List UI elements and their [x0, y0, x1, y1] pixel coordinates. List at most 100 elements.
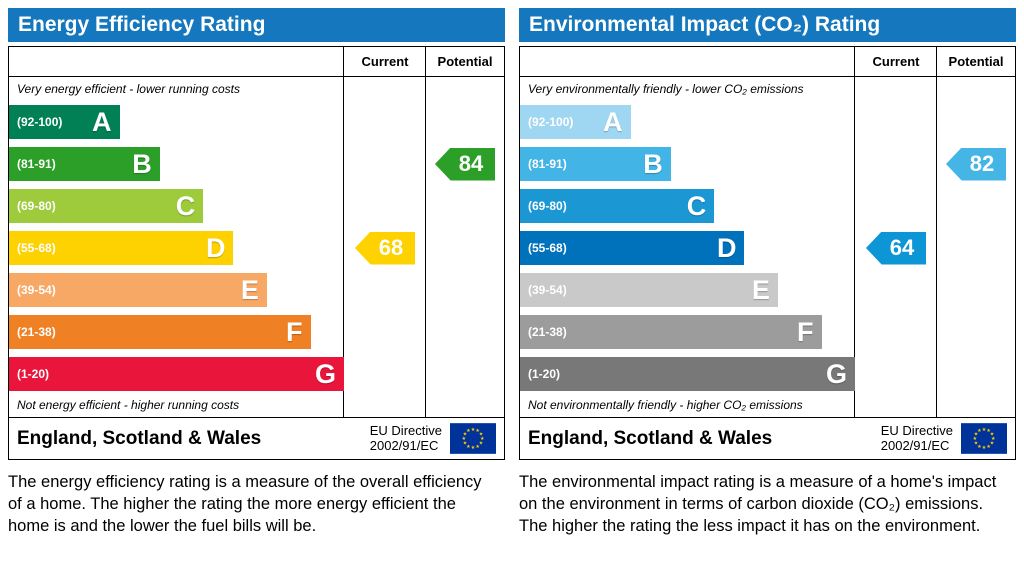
band-bar-e: (39-54) E [520, 273, 778, 307]
band-bar-d: (55-68) D [520, 231, 745, 265]
band-row: (55-68) D [9, 227, 344, 269]
band-bar-e: (39-54) E [9, 273, 267, 307]
band-letter: D [205, 232, 226, 263]
chart-body: Very environmentally friendly - lower CO… [520, 77, 1015, 417]
chart-footer: England, Scotland & Wales EU Directive 2… [519, 418, 1016, 460]
band-bar-g: (1-20) G [9, 357, 344, 391]
svg-text:★: ★ [977, 444, 982, 450]
band-letter: F [797, 316, 814, 347]
svg-text:★: ★ [977, 428, 982, 434]
band-letter: E [751, 274, 770, 305]
current-column-header: Current [361, 54, 409, 69]
energy-efficiency-panel: Energy Efficiency Rating Current Potenti… [8, 8, 505, 537]
svg-text:★: ★ [982, 427, 987, 433]
eu-flag-icon: ★ ★★ ★★★ ★★★ ★★★ [961, 423, 1007, 454]
svg-text:★: ★ [479, 431, 484, 437]
chart-header-row: Current Potential [9, 47, 504, 77]
current-value: 68 [378, 235, 404, 260]
band-row: (92-100) A [9, 101, 344, 143]
band-bar-f: (21-38) F [9, 315, 311, 349]
bottom-note: Not environmentally friendly - higher CO… [528, 398, 803, 412]
current-value: 64 [889, 235, 915, 260]
band-bar-c: (69-80) C [520, 189, 715, 223]
band-letter: B [132, 148, 152, 179]
eu-directive-label: EU Directive 2002/91/EC [369, 422, 442, 453]
column-divider [343, 47, 344, 417]
region-label: England, Scotland & Wales [17, 427, 262, 449]
band-letter: D [716, 232, 737, 263]
svg-text:★: ★ [475, 444, 480, 450]
current-arrow: 64 [866, 231, 926, 265]
svg-text:★: ★ [471, 445, 476, 451]
environmental-rating-chart: Current Potential Very environmentally f… [519, 46, 1016, 418]
current-rating-marker: 68 [344, 227, 426, 269]
band-row: (39-54) E [9, 269, 344, 311]
band-bar-d: (55-68) D [9, 231, 234, 265]
column-divider [854, 47, 855, 417]
svg-text:★: ★ [479, 441, 484, 447]
band-row: (1-20) G [9, 353, 344, 395]
top-note: Very energy efficient - lower running co… [17, 82, 240, 96]
band-row: (21-38) F [520, 311, 855, 353]
svg-text:★: ★ [982, 445, 987, 451]
svg-text:★: ★ [475, 428, 480, 434]
band-range: (55-68) [17, 241, 56, 255]
svg-text:★: ★ [974, 431, 979, 437]
band-row: (81-91) B [9, 143, 344, 185]
band-range: (1-20) [528, 367, 561, 381]
potential-rating-marker: 82 [937, 143, 1015, 185]
band-range: (81-91) [528, 157, 567, 171]
band-row: (55-68) D [520, 227, 855, 269]
band-letter: G [825, 358, 847, 389]
band-range: (39-54) [528, 283, 567, 297]
band-bar-f: (21-38) F [520, 315, 822, 349]
band-letter: C [175, 190, 196, 221]
svg-text:★: ★ [463, 431, 468, 437]
potential-column-header: Potential [437, 54, 493, 69]
band-row: (39-54) E [520, 269, 855, 311]
svg-text:★: ★ [462, 436, 467, 442]
svg-text:★: ★ [973, 436, 978, 442]
band-bar-c: (69-80) C [9, 189, 204, 223]
band-bar-b: (81-91) B [520, 147, 671, 181]
band-letter: G [314, 358, 336, 389]
band-row: (69-80) C [520, 185, 855, 227]
svg-text:★: ★ [471, 427, 476, 433]
chart-body: Very energy efficient - lower running co… [9, 77, 504, 417]
band-row: (21-38) F [9, 311, 344, 353]
energy-rating-title: Energy Efficiency Rating [8, 8, 505, 42]
band-range: (1-20) [17, 367, 50, 381]
svg-text:★: ★ [480, 436, 485, 442]
band-range: (92-100) [17, 115, 63, 129]
energy-rating-chart: Current Potential Very energy efficient … [8, 46, 505, 418]
top-note: Very environmentally friendly - lower CO… [528, 82, 804, 96]
band-range: (69-80) [528, 199, 567, 213]
eu-directive-label: EU Directive 2002/91/EC [880, 422, 953, 453]
potential-rating-marker: 84 [426, 143, 504, 185]
band-range: (55-68) [528, 241, 567, 255]
band-range: (21-38) [528, 325, 567, 339]
epc-charts-page: Energy Efficiency Rating Current Potenti… [8, 8, 1016, 537]
current-column-header: Current [872, 54, 920, 69]
environmental-rating-title: Environmental Impact (CO₂) Rating [519, 8, 1016, 42]
band-range: (92-100) [528, 115, 574, 129]
potential-value: 82 [969, 151, 995, 176]
band-letter: C [686, 190, 707, 221]
svg-text:★: ★ [466, 444, 471, 450]
band-letter: A [92, 106, 112, 137]
svg-text:★: ★ [974, 441, 979, 447]
svg-text:★: ★ [990, 431, 995, 437]
svg-text:★: ★ [466, 428, 471, 434]
eu-flag-icon: ★ ★★ ★★★ ★★★ ★★★ [450, 423, 496, 454]
band-letter: A [603, 106, 623, 137]
band-letter: F [286, 316, 303, 347]
bottom-note: Not energy efficient - higher running co… [17, 398, 240, 412]
svg-text:★: ★ [986, 428, 991, 434]
environmental-rating-description: The environmental impact rating is a mea… [519, 473, 997, 535]
band-range: (21-38) [17, 325, 56, 339]
chart-header-row: Current Potential [520, 47, 1015, 77]
svg-text:★: ★ [463, 441, 468, 447]
band-letter: E [240, 274, 259, 305]
band-range: (81-91) [17, 157, 56, 171]
band-row: (69-80) C [9, 185, 344, 227]
